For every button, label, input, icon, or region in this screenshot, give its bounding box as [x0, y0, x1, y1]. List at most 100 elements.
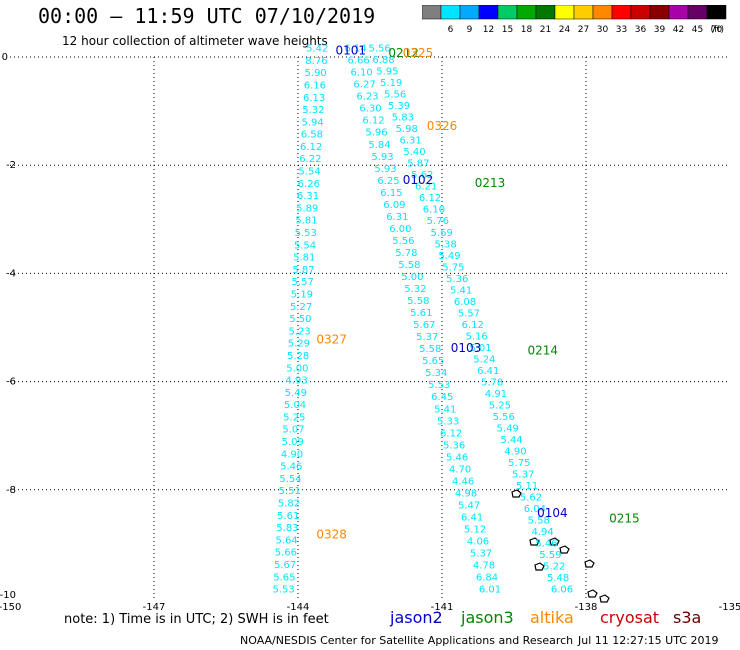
swh-value: 6.12 [362, 116, 384, 127]
swh-value: 5.48 [547, 573, 569, 584]
swh-value: 5.07 [282, 425, 304, 436]
swh-value: 6.16 [304, 80, 326, 91]
swh-value: 5.94 [301, 117, 323, 128]
legend-label: 27 [578, 25, 589, 35]
swh-value: 5.62 [520, 493, 542, 504]
legend-label: 45 [692, 25, 703, 35]
x-tick-label: -138 [575, 602, 598, 613]
island-outline [549, 537, 560, 546]
swh-value: 8.76 [305, 56, 327, 67]
legend-label: 42 [673, 25, 684, 35]
legend-label: 30 [597, 25, 609, 35]
swh-value: 4.98 [455, 488, 477, 499]
swh-value: 6.12 [462, 320, 484, 331]
swh-value: 5.33 [437, 416, 459, 427]
swh-value: 6.41 [477, 366, 499, 377]
pass-label: 0326 [427, 119, 458, 133]
swh-value: 5.58 [419, 344, 441, 355]
pass-label: 0328 [316, 527, 347, 541]
note-text: note: 1) Time is in UTC; 2) SWH is in fe… [64, 612, 329, 627]
swh-value: 5.41 [434, 404, 456, 415]
swh-value: 6.06 [551, 585, 573, 596]
swh-value: 5.59 [539, 550, 561, 561]
legend-label: 33 [616, 25, 627, 35]
legend-label: 15 [502, 25, 513, 35]
swh-value: 6.10 [350, 68, 372, 79]
legend-label: 12 [483, 25, 494, 35]
swh-value: 5.54 [279, 474, 301, 485]
y-tick-label: 0 [2, 52, 8, 63]
swh-value: 6.31 [297, 191, 319, 202]
swh-value: 6.30 [359, 104, 381, 115]
swh-value: 5.46 [535, 539, 557, 550]
swh-value: 5.75 [442, 262, 464, 273]
swh-value: 6.22 [299, 154, 321, 165]
swh-value: 5.67 [413, 320, 435, 331]
legend-cryosat: cryosat [600, 608, 660, 627]
swh-value: 6.09 [383, 200, 405, 211]
swh-value: 5.57 [458, 308, 480, 319]
swh-value: 5.25 [489, 400, 511, 411]
swh-value: 4.46 [452, 476, 474, 487]
legend-jason3: jason3 [461, 608, 514, 627]
island-outline [584, 559, 595, 568]
y-tick-label: -2 [6, 160, 16, 171]
swh-value: 6.08 [454, 297, 476, 308]
swh-value: 5.65 [422, 356, 444, 367]
swh-value: 5.22 [543, 562, 565, 573]
swh-value: 5.19 [380, 78, 402, 89]
legend-jason2: jason2 [390, 608, 443, 627]
swh-value: 6.12 [300, 142, 322, 153]
credit-text: NOAA/NESDIS Center for Satellite Applica… [240, 634, 574, 647]
timestamp-text: Jul 11 12:27:15 UTC 2019 [578, 634, 719, 647]
swh-value: 5.41 [450, 285, 472, 296]
swh-value: 5.51 [279, 486, 301, 497]
swh-value: 5.40 [403, 147, 425, 158]
island-outline [559, 545, 570, 554]
legend-altika: altika [530, 608, 574, 627]
x-tick-label: -150 [0, 602, 21, 613]
swh-value: 4.90 [281, 449, 303, 460]
swh-value: 5.54 [298, 167, 320, 178]
swh-value: 5.64 [276, 535, 298, 546]
swh-value: 5.49 [285, 388, 307, 399]
swh-value: 5.84 [368, 140, 390, 151]
swh-value: 6.13 [303, 93, 325, 104]
pass-label: 0213 [475, 176, 506, 190]
swh-value: 4.90 [504, 446, 526, 457]
swh-value: 5.96 [365, 128, 387, 139]
swh-value: 5.47 [458, 500, 480, 511]
swh-value: 5.62 [411, 170, 433, 181]
swh-value: 5.54 [294, 240, 316, 251]
swh-value: 5.46 [280, 462, 302, 473]
swh-value: 6.26 [298, 179, 320, 190]
swh-value: 5.34 [425, 368, 447, 379]
swh-value: 6.66 [347, 56, 369, 67]
swh-value: 5.87 [292, 265, 314, 276]
swh-value: 5.27 [290, 302, 312, 313]
swh-value: 5.81 [295, 216, 317, 227]
swh-value: 5.04 [284, 400, 306, 411]
pass-label: 0101 [336, 43, 367, 57]
swh-value: 6.10 [423, 205, 445, 216]
swh-value: 5.66 [275, 548, 297, 559]
swh-value: 5.56 [368, 44, 390, 55]
swh-value: 5.93 [374, 164, 396, 175]
legend-label: 9 [467, 25, 473, 35]
swh-value: 5.36 [443, 440, 465, 451]
island-outline [587, 589, 598, 598]
island-outline [534, 562, 545, 571]
swh-value: 5.90 [305, 68, 327, 79]
swh-value: 5.24 [473, 354, 495, 365]
swh-value: 5.32 [404, 284, 426, 295]
swh-value: 5.11 [516, 481, 538, 492]
swh-value: 5.65 [273, 572, 295, 583]
y-tick-label: -6 [6, 377, 16, 388]
pass-label: 0104 [537, 506, 568, 520]
swh-value: 5.25 [283, 412, 305, 423]
swh-value: 5.82 [278, 499, 300, 510]
swh-value: 5.00 [286, 363, 308, 374]
swh-value: 5.53 [295, 228, 317, 239]
swh-value: 5.49 [497, 423, 519, 434]
